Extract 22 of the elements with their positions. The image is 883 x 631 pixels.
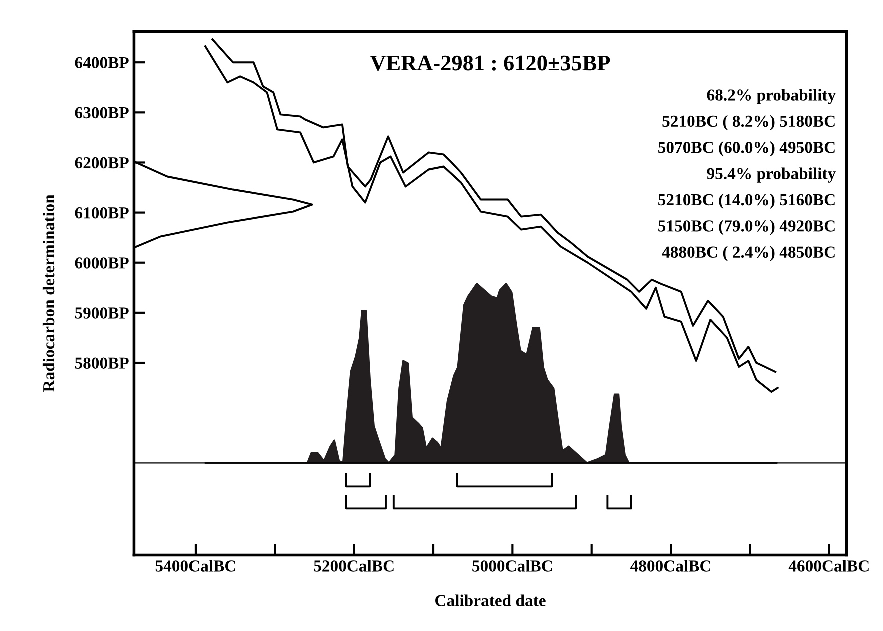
y-axis-title: Radiocarbon determination: [42, 194, 55, 392]
x-axis-title: Calibrated date: [436, 594, 546, 606]
x-tick-label: 5400CalBC: [156, 560, 236, 572]
y-tick-label: 6400BP: [75, 57, 129, 69]
annotation: 5150BC (79.0%) 4920BC: [658, 220, 835, 236]
text: VERA-2981 : 6120±35BP: [370, 56, 610, 71]
annotation: 5210BC (14.0%) 5160BC: [658, 194, 835, 210]
annotation: 5070BC (60.0%) 4950BC: [658, 142, 835, 157]
annotation: 4880BC ( 2.4%) 4850BC: [662, 246, 835, 262]
annotation: 95.4% probability: [707, 168, 836, 183]
y-tick-label: 6100BP: [75, 208, 129, 219]
y-tick-label: 6200BP: [75, 157, 129, 169]
y-tick-label: 5800BP: [75, 358, 129, 369]
x-tick-label: 5000CalBC: [472, 560, 552, 572]
annotation: 5210BC ( 8.2%) 5180BC: [662, 115, 835, 130]
x-tick-label: 4600CalBC: [788, 560, 869, 572]
x-tick-label: 4800CalBC: [630, 560, 710, 572]
y-tick-label: 6000BP: [75, 258, 129, 269]
y-tick-label: 6300BP: [75, 107, 129, 119]
y-tick-label: 5900BP: [75, 308, 129, 319]
annotation: 68.2% probability: [707, 89, 836, 104]
x-tick-label: 5200CalBC: [314, 560, 394, 572]
